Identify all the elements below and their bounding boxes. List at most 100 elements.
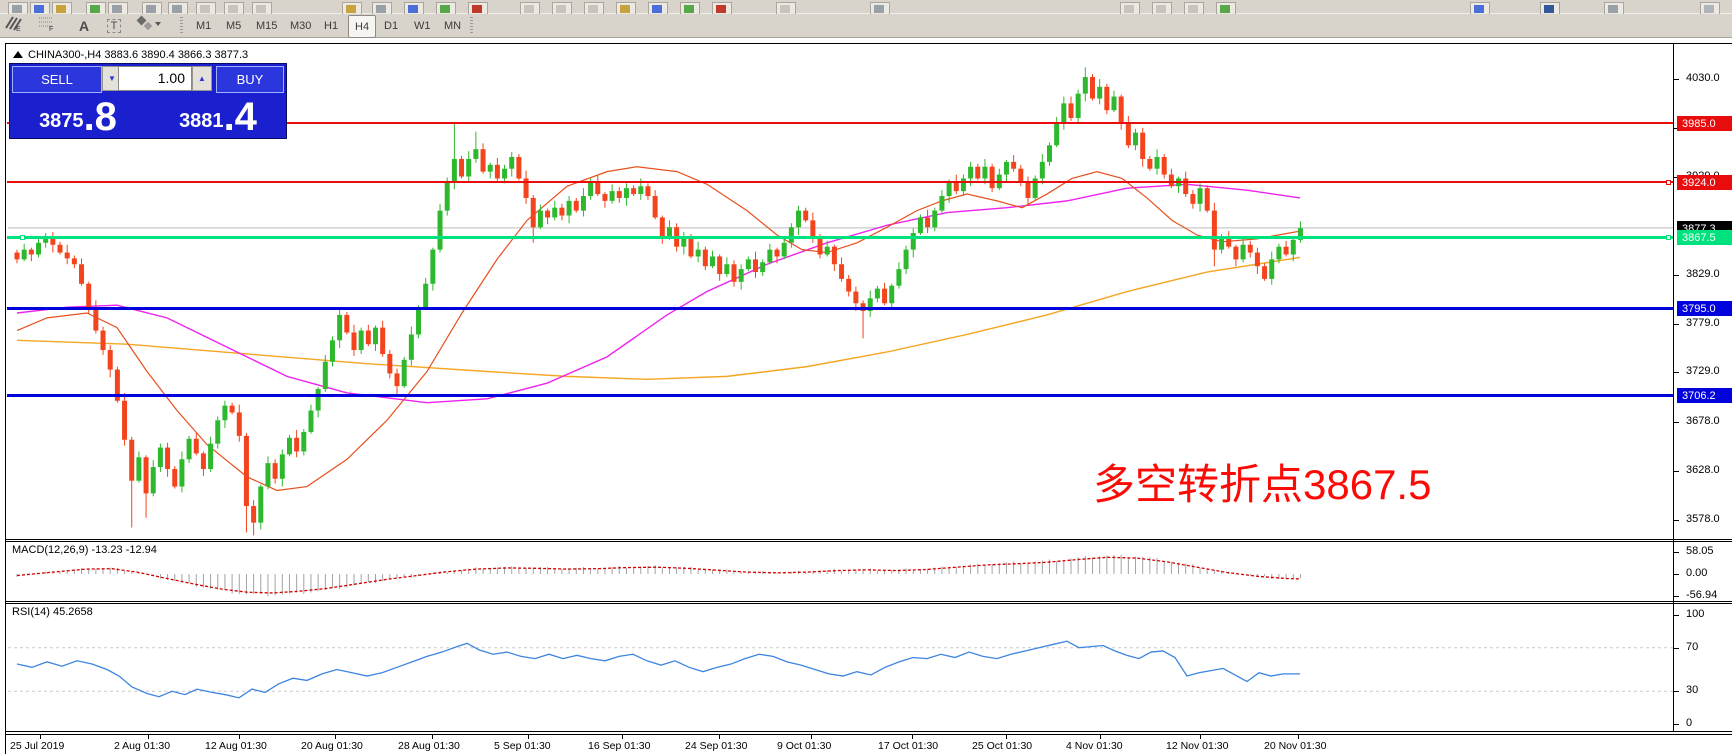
toolbar-icon-sliver[interactable]: [1120, 2, 1140, 14]
date-tick: [528, 735, 529, 739]
pane-separator[interactable]: [6, 541, 1732, 542]
toolbar-icon-sliver[interactable]: [168, 2, 188, 14]
text-a-icon[interactable]: A: [78, 17, 90, 34]
svg-text:F: F: [49, 26, 53, 31]
price-tick: 3779.0: [1686, 317, 1720, 329]
line-handle[interactable]: [1666, 180, 1671, 185]
tick-mark: [1674, 324, 1679, 325]
line-handle[interactable]: [1666, 235, 1671, 240]
timeframe-button-m15[interactable]: M15: [256, 19, 278, 32]
toolbar-icon-sliver[interactable]: [142, 2, 162, 14]
macd-label: MACD(12,26,9) -13.23 -12.94: [12, 544, 157, 556]
toolbar-icon-sliver[interactable]: [30, 2, 50, 14]
toolbar-icon-sliver[interactable]: [520, 2, 540, 14]
date-tick: [239, 735, 240, 739]
toolbar-icon-sliver[interactable]: [8, 2, 28, 14]
line-handle[interactable]: [20, 235, 25, 240]
chart-annotation-text: 多空转折点3867.5: [1093, 461, 1432, 508]
toolbar-drag-handle[interactable]: [180, 17, 183, 34]
sell-price[interactable]: 3875.8: [10, 94, 146, 139]
date-label: 2 Aug 01:30: [114, 740, 171, 752]
price-chart-canvas: [8, 67, 1673, 536]
date-tick: [1006, 735, 1007, 739]
date-label: 24 Sep 01:30: [685, 740, 748, 752]
toolbar-icon-sliver[interactable]: [870, 2, 890, 14]
buy-price[interactable]: 3881.4: [150, 94, 286, 137]
toolbar-icon-sliver[interactable]: [680, 2, 700, 14]
tick-mark: [1674, 648, 1679, 649]
timeframe-button-h4[interactable]: H4: [348, 15, 377, 38]
toolbar-icon-sliver[interactable]: [1540, 2, 1560, 14]
price-tick: 3578.0: [1686, 513, 1720, 525]
toolbar-icon-sliver[interactable]: [1470, 2, 1490, 14]
date-tick: [432, 735, 433, 739]
shapes-icon[interactable]: [136, 15, 170, 36]
toolbar-icon-sliver[interactable]: [108, 2, 128, 14]
toolbar-icon-sliver[interactable]: [252, 2, 272, 14]
toolbar-icon-sliver[interactable]: [86, 2, 106, 14]
horizontal-line-3706.2[interactable]: [7, 394, 1673, 397]
timeframe-button-d1[interactable]: D1: [384, 19, 399, 32]
toolbar-icon-sliver[interactable]: [196, 2, 216, 14]
date-tick: [622, 735, 623, 739]
toolbar-icon-sliver[interactable]: [552, 2, 572, 14]
toolbar-top-row: [0, 0, 1732, 14]
toolbar-icon-sliver[interactable]: [342, 2, 362, 14]
timeframe-button-m30[interactable]: M30: [290, 19, 312, 32]
one-click-trading-panel: SELL ▼ 1.00 ▲ BUY 3875.8 3881.4: [9, 63, 287, 139]
toolbar-icon-sliver[interactable]: [1152, 2, 1172, 14]
sell-button[interactable]: SELL: [12, 66, 102, 93]
toolbar-icon-sliver[interactable]: [404, 2, 424, 14]
horizontal-line-3985.0[interactable]: [7, 122, 1673, 124]
date-tick: [1100, 735, 1101, 739]
tick-mark: [1674, 724, 1679, 725]
grid-f-icon[interactable]: F: [38, 15, 62, 36]
timeframe-button-w1[interactable]: W1: [414, 19, 431, 32]
toolbar-icon-sliver[interactable]: [1184, 2, 1204, 14]
date-label: 25 Oct 01:30: [972, 740, 1033, 752]
toolbar-icon-sliver[interactable]: [776, 2, 796, 14]
timeframe-button-m5[interactable]: M5: [226, 19, 242, 32]
toolbar-icon-sliver[interactable]: [1216, 2, 1236, 14]
pane-separator[interactable]: [6, 603, 1732, 604]
price-badge-3795.0: 3795.0: [1677, 301, 1732, 316]
toolbar-icon-sliver[interactable]: [712, 2, 732, 14]
tick-mark: [1674, 596, 1679, 597]
svg-text:E: E: [16, 26, 21, 31]
toolbar-icon-sliver[interactable]: [224, 2, 244, 14]
toolbar-icon-sliver[interactable]: [468, 2, 488, 14]
toolbar-icon-sliver[interactable]: [372, 2, 392, 14]
pane-separator: [6, 731, 1732, 732]
sell-price-frac: .8: [83, 95, 117, 139]
text-label-icon[interactable]: T: [102, 15, 126, 36]
toolbar-icon-sliver[interactable]: [648, 2, 668, 14]
price-badge-3706.2: 3706.2: [1677, 388, 1732, 403]
toolbar-icon-sliver[interactable]: [1700, 2, 1720, 14]
rsi-label: RSI(14) 45.2658: [12, 606, 93, 618]
timeframe-button-m1[interactable]: M1: [196, 19, 212, 32]
tick-mark: [1674, 79, 1679, 80]
collapse-triangle-icon[interactable]: [13, 51, 23, 58]
macd-tick: -56.94: [1686, 589, 1718, 601]
horizontal-line-3924.0[interactable]: [7, 181, 1673, 183]
toolbar-icon-sliver[interactable]: [1604, 2, 1624, 14]
timeframe-button-h1[interactable]: H1: [324, 19, 339, 32]
pane-separator[interactable]: [6, 539, 1732, 540]
date-label: 17 Oct 01:30: [878, 740, 939, 752]
pane-separator[interactable]: [6, 601, 1732, 602]
tick-mark: [1674, 422, 1679, 423]
horizontal-line-3795.0[interactable]: [7, 307, 1673, 310]
volume-input[interactable]: 1.00: [118, 66, 192, 91]
draw-tools-icon[interactable]: E: [4, 15, 28, 36]
pane-separator: [6, 734, 1732, 735]
toolbar-icon-sliver[interactable]: [616, 2, 636, 14]
volume-increase-button[interactable]: ▲: [192, 66, 212, 91]
toolbar-icon-sliver[interactable]: [436, 2, 456, 14]
timeframe-button-mn[interactable]: MN: [444, 19, 462, 32]
toolbar-icon-sliver[interactable]: [584, 2, 604, 14]
horizontal-line-3867.5[interactable]: [7, 236, 1673, 239]
toolbar-icon-sliver[interactable]: [52, 2, 72, 14]
buy-button[interactable]: BUY: [216, 66, 284, 93]
price-badge-3924.0: 3924.0: [1677, 175, 1732, 190]
